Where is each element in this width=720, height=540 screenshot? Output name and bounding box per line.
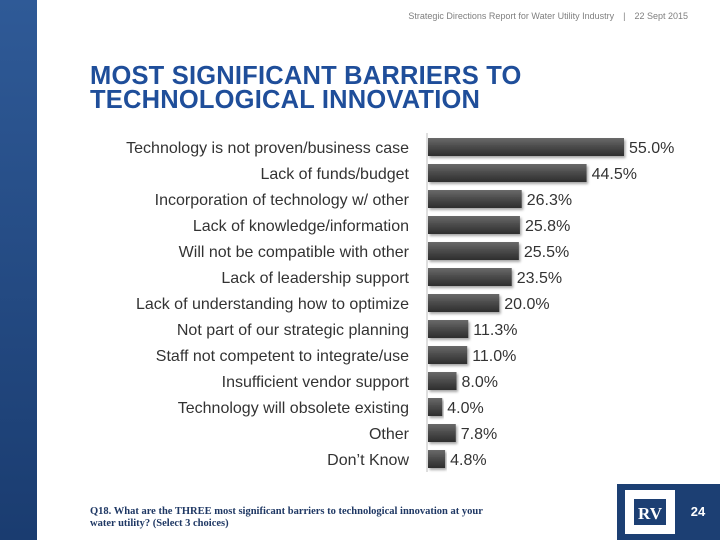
bar <box>428 138 624 156</box>
bar <box>428 450 446 468</box>
category-label: Don’t Know <box>327 452 409 469</box>
bar <box>428 216 520 234</box>
value-label: 25.5% <box>524 244 569 261</box>
value-label: 25.8% <box>525 218 570 235</box>
report-header: Strategic Directions Report for Water Ut… <box>408 11 688 21</box>
category-label: Technology will obsolete existing <box>178 400 409 417</box>
category-label: Staff not competent to integrate/use <box>156 348 409 365</box>
category-label: Insufficient vendor support <box>222 374 410 391</box>
category-label: Other <box>369 426 410 443</box>
bar <box>428 346 468 364</box>
value-label: 11.0% <box>472 348 516 365</box>
report-date: 22 Sept 2015 <box>634 11 688 21</box>
value-label: 4.8% <box>450 452 486 469</box>
page-title-line-1: MOST SIGNIFICANT BARRIERS TO <box>90 62 522 90</box>
bar <box>428 268 512 286</box>
footnote-line-2: water utility? (Select 3 choices) <box>90 518 229 529</box>
bar <box>428 320 469 338</box>
category-label: Technology is not proven/business case <box>126 140 409 157</box>
bar <box>428 424 456 442</box>
category-label: Lack of knowledge/information <box>193 218 409 235</box>
footnote-line-1: Q18. What are the THREE most significant… <box>90 506 483 517</box>
logo-text: RV <box>638 504 663 523</box>
value-label: 11.3% <box>473 322 517 339</box>
bar <box>428 372 457 390</box>
bar <box>428 398 443 416</box>
category-label: Lack of understanding how to optimize <box>136 296 409 313</box>
value-label: 23.5% <box>517 270 562 287</box>
header-separator: | <box>623 11 626 21</box>
category-label: Will not be compatible with other <box>179 244 410 261</box>
value-label: 20.0% <box>504 296 549 313</box>
category-label: Not part of our strategic planning <box>177 322 409 339</box>
page-title: MOST SIGNIFICANT BARRIERS TO TECHNOLOGIC… <box>90 62 522 114</box>
page-number: 24 <box>690 504 706 519</box>
value-label: 4.0% <box>447 400 483 417</box>
bar <box>428 190 522 208</box>
bar <box>428 294 500 312</box>
category-label: Incorporation of technology w/ other <box>155 192 410 209</box>
page-title-line-2: TECHNOLOGICAL INNOVATION <box>90 86 481 114</box>
rv-logo-icon: RV <box>634 499 666 525</box>
value-label: 26.3% <box>527 192 572 209</box>
bar <box>428 164 587 182</box>
company-logo: RV <box>625 490 675 534</box>
report-title: Strategic Directions Report for Water Ut… <box>408 11 615 21</box>
value-label: 44.5% <box>592 166 637 183</box>
value-label: 55.0% <box>629 140 674 157</box>
value-label: 7.8% <box>461 426 497 443</box>
bar <box>428 242 519 260</box>
category-label: Lack of funds/budget <box>260 166 409 183</box>
value-label: 8.0% <box>462 374 498 391</box>
left-accent-band <box>0 0 37 540</box>
category-label: Lack of leadership support <box>221 270 409 287</box>
question-footnote: Q18. What are the THREE most significant… <box>90 506 590 530</box>
